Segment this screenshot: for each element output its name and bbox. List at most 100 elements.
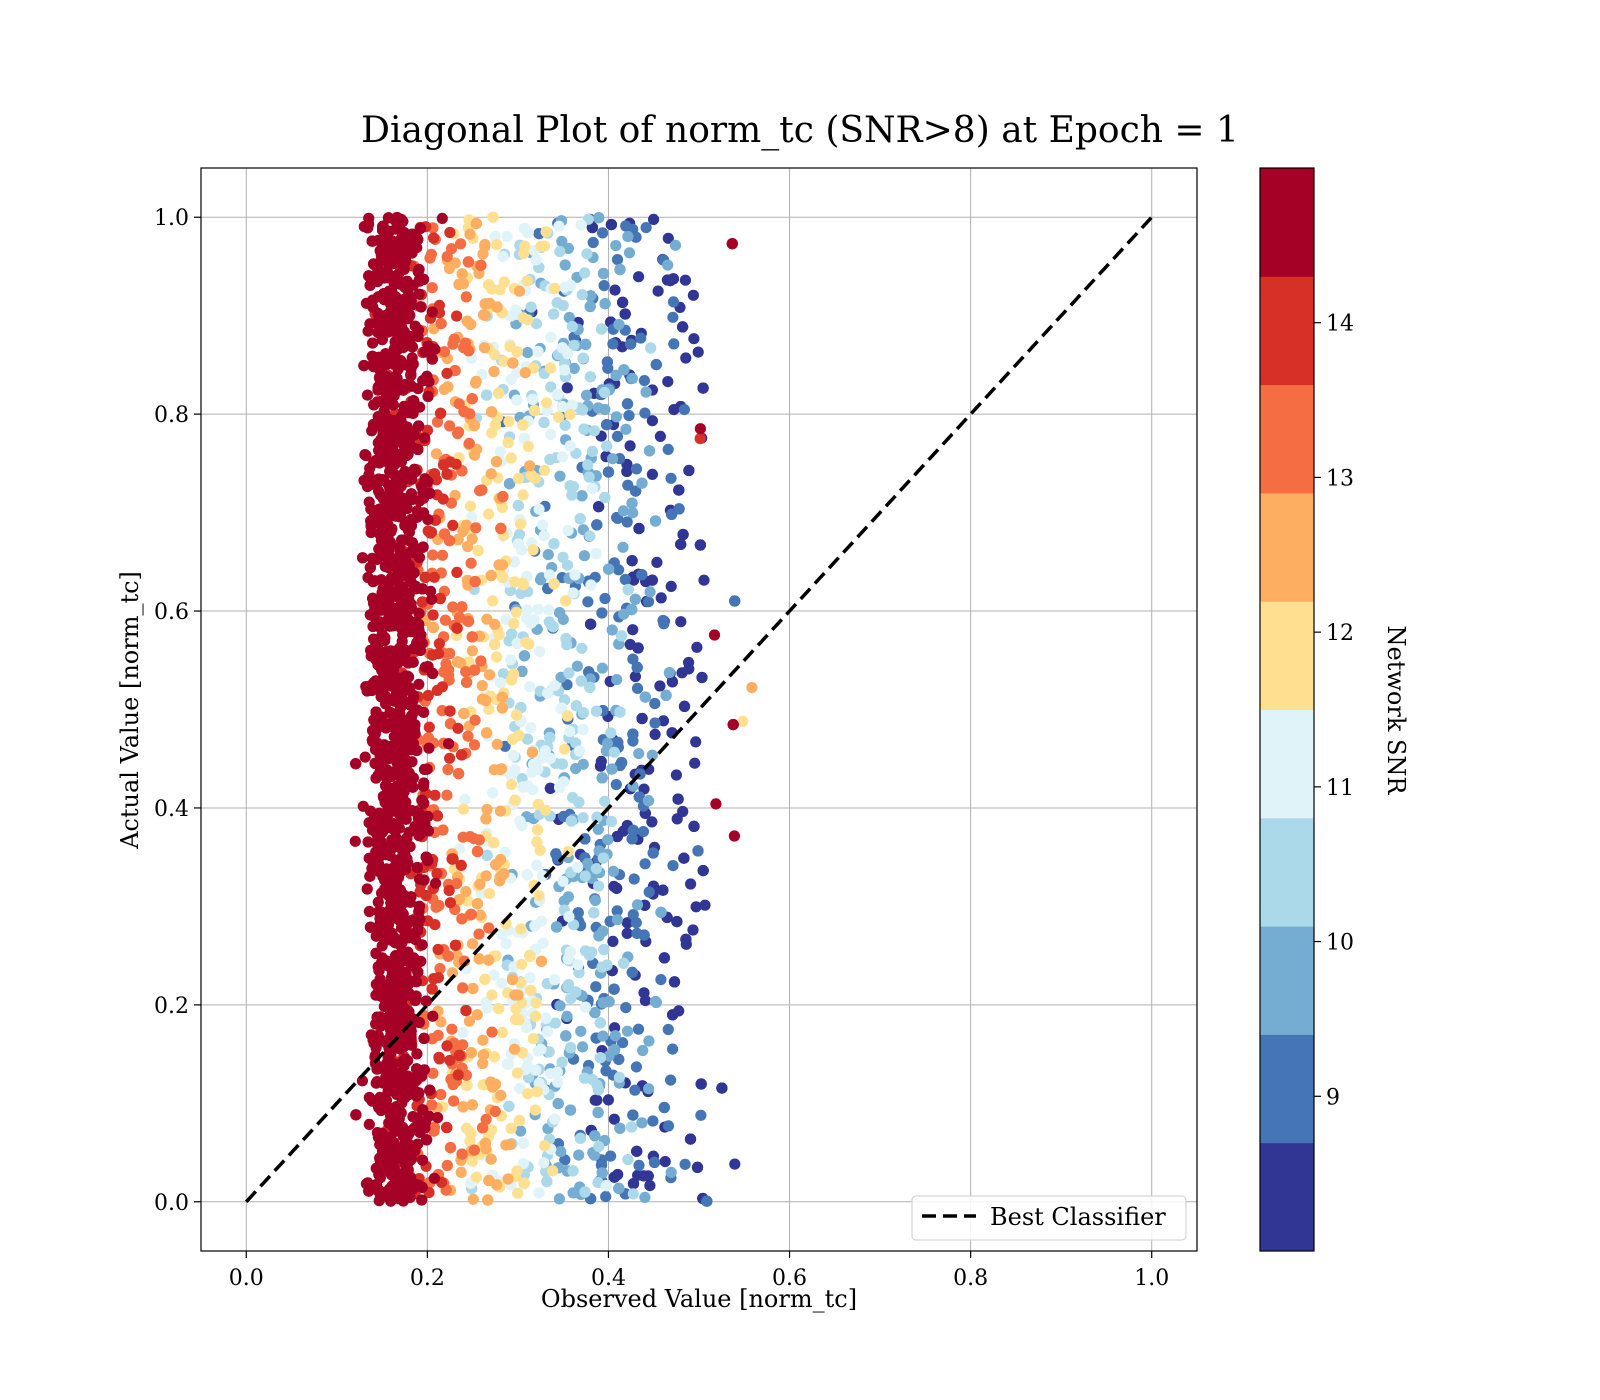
- scatter-point: [401, 303, 413, 315]
- scatter-point: [694, 539, 707, 551]
- scatter-point: [727, 719, 739, 731]
- scatter-point: [575, 675, 587, 687]
- scatter-point: [488, 969, 500, 981]
- scatter-point: [361, 389, 374, 401]
- scatter-point: [636, 712, 648, 725]
- scatter-point: [479, 238, 491, 251]
- scatter-point: [643, 445, 656, 457]
- scatter-point: [411, 1112, 424, 1124]
- scatter-point: [466, 645, 478, 657]
- scatter-point: [474, 878, 486, 890]
- scatter-point: [402, 534, 414, 546]
- scatter-point: [626, 372, 639, 384]
- scatter-point: [728, 830, 741, 842]
- scatter-point: [602, 834, 614, 846]
- scatter-point: [562, 891, 575, 903]
- scatter-point: [424, 252, 436, 264]
- scatter-point: [473, 928, 485, 940]
- scatter-point: [708, 629, 721, 641]
- scatter-point: [443, 738, 455, 750]
- scatter-point: [518, 1177, 530, 1189]
- scatter-point: [367, 337, 379, 349]
- scatter-point: [658, 1101, 670, 1114]
- scatter-point: [457, 1026, 469, 1039]
- scatter-point: [477, 1122, 489, 1134]
- scatter-point: [390, 562, 402, 574]
- scatter-point: [395, 586, 407, 598]
- scatter-point: [458, 406, 470, 418]
- scatter-point: [497, 668, 509, 680]
- scatter-point: [662, 259, 674, 271]
- scatter-point: [527, 544, 539, 556]
- scatter-point: [567, 587, 579, 599]
- scatter-point: [555, 1146, 567, 1158]
- scatter-point: [378, 1016, 391, 1028]
- scatter-point: [551, 1066, 564, 1078]
- scatter-point: [414, 275, 426, 287]
- scatter-point: [350, 758, 362, 770]
- scatter-point: [593, 1141, 605, 1153]
- scatter-point: [549, 282, 561, 295]
- scatter-point: [397, 850, 409, 863]
- scatter-point: [488, 365, 500, 378]
- scatter-point: [511, 367, 523, 379]
- scatter-point: [489, 349, 501, 361]
- scatter-point: [365, 526, 377, 539]
- scatter-point: [608, 1113, 620, 1125]
- scatter-point: [505, 1122, 517, 1134]
- scatter-point: [486, 406, 498, 418]
- scatter-point: [695, 1078, 707, 1090]
- scatter-point: [413, 678, 425, 691]
- scatter-point: [496, 702, 508, 714]
- scatter-point: [543, 569, 556, 581]
- scatter-point: [610, 779, 622, 791]
- scatter-point: [502, 1058, 515, 1070]
- scatter-point: [402, 891, 414, 904]
- scatter-point: [461, 315, 473, 327]
- scatter-point: [372, 896, 384, 908]
- scatter-point: [376, 1035, 389, 1047]
- scatter-point: [569, 569, 581, 581]
- scatter-point: [591, 519, 603, 531]
- scatter-point: [522, 347, 534, 359]
- scatter-point: [533, 1077, 545, 1089]
- scatter-point: [451, 622, 463, 634]
- scatter-point: [610, 369, 622, 381]
- scatter-point: [390, 765, 402, 777]
- scatter-point: [368, 714, 380, 726]
- scatter-point: [631, 927, 643, 940]
- scatter-point: [590, 863, 603, 875]
- scatter-point: [482, 1194, 494, 1206]
- scatter-point: [436, 549, 449, 561]
- scatter-point: [386, 883, 398, 895]
- scatter-point: [691, 641, 703, 653]
- scatter-point: [487, 211, 499, 223]
- scatter-point: [584, 681, 596, 694]
- scatter-point: [643, 1035, 655, 1047]
- scatter-point: [403, 1139, 415, 1151]
- scatter-point: [617, 296, 629, 308]
- scatter-point: [427, 1067, 439, 1079]
- scatter-point: [541, 1025, 554, 1038]
- scatter-point: [530, 1010, 542, 1022]
- scatter-point: [350, 1109, 362, 1121]
- scatter-point: [635, 332, 647, 344]
- scatter-point: [522, 440, 534, 452]
- scatter-point: [531, 836, 543, 848]
- scatter-point: [467, 982, 479, 995]
- scatter-point: [662, 1120, 675, 1132]
- scatter-point: [452, 1069, 464, 1081]
- scatter-point: [441, 1159, 453, 1172]
- scatter-point: [479, 973, 491, 986]
- scatter-point: [435, 1088, 447, 1101]
- scatter-point: [444, 420, 456, 432]
- scatter-point: [535, 955, 548, 967]
- scatter-point: [397, 551, 409, 563]
- scatter-point: [586, 445, 599, 457]
- scatter-point: [471, 898, 484, 910]
- scatter-point: [688, 820, 700, 833]
- scatter-point: [548, 538, 560, 550]
- scatter-point: [411, 505, 423, 517]
- scatter-point: [670, 769, 683, 781]
- scatter-point: [640, 222, 652, 234]
